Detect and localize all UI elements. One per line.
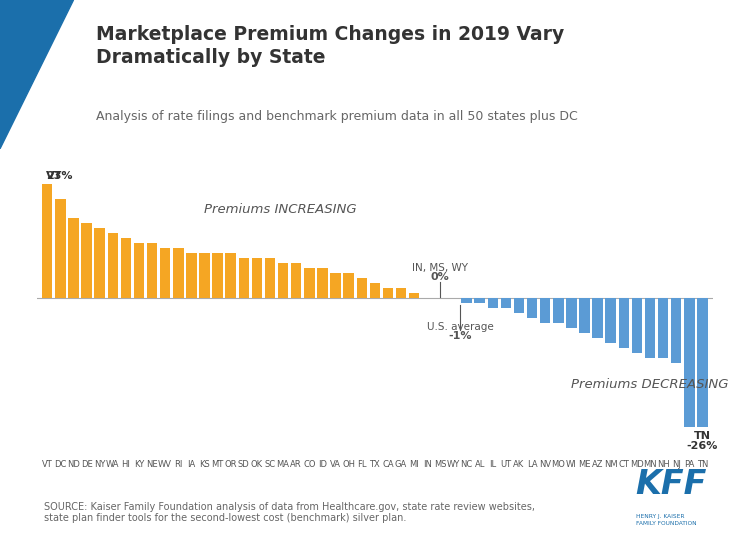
Bar [251,258,262,298]
Bar [540,298,551,323]
Bar [212,253,223,298]
Bar [501,298,511,308]
Text: -26%: -26% [686,441,718,451]
Text: HENRY J. KAISER
FAMILY FOUNDATION: HENRY J. KAISER FAMILY FOUNDATION [636,514,696,526]
Bar [396,288,406,298]
Bar [409,293,420,298]
Bar [42,183,52,298]
Text: 23%: 23% [46,160,73,181]
Bar [278,263,288,298]
Bar [645,298,656,358]
Bar [226,253,236,298]
Text: TN: TN [694,431,711,441]
Text: Analysis of rate filings and benchmark premium data in all 50 states plus DC: Analysis of rate filings and benchmark p… [96,110,577,123]
Text: SOURCE: Kaiser Family Foundation analysis of data from Healthcare.gov, state rat: SOURCE: Kaiser Family Foundation analysi… [44,502,535,523]
Bar [658,298,668,358]
Bar [68,218,79,298]
Bar [462,298,472,303]
Bar [553,298,564,323]
Bar [173,249,184,298]
Bar [631,298,642,353]
Text: -1%: -1% [448,331,472,342]
Bar [330,273,341,298]
Text: IN, MS, WY: IN, MS, WY [412,263,468,273]
Bar [579,298,589,333]
Bar [55,198,65,298]
Bar [592,298,603,338]
Bar [94,229,105,298]
Bar [684,298,695,428]
Bar [121,239,131,298]
Bar [527,298,537,318]
Bar [82,223,92,298]
Bar [475,298,485,303]
Bar [370,283,380,298]
Bar [160,249,171,298]
Bar [186,253,197,298]
Bar [318,268,328,298]
Text: VT: VT [46,171,62,181]
Bar [698,298,708,428]
Bar [383,288,393,298]
Bar [487,298,498,308]
Bar [356,278,367,298]
Text: U.S. average: U.S. average [426,322,493,332]
Bar [239,258,249,298]
Bar [291,263,301,298]
Bar [619,298,629,348]
Text: Marketplace Premium Changes in 2019 Vary
Dramatically by State: Marketplace Premium Changes in 2019 Vary… [96,25,564,67]
Bar [147,244,157,298]
Bar [265,258,275,298]
Text: 0%: 0% [431,272,450,282]
Bar [566,298,577,328]
Bar [606,298,616,343]
Text: Premiums INCREASING: Premiums INCREASING [204,203,357,217]
Bar [671,298,681,363]
Bar [199,253,209,298]
Bar [107,234,118,298]
Bar [343,273,354,298]
Text: KFF: KFF [636,468,707,501]
Text: Premiums DECREASING: Premiums DECREASING [571,377,729,391]
Bar [514,298,524,313]
Bar [304,268,315,298]
Bar [134,244,144,298]
